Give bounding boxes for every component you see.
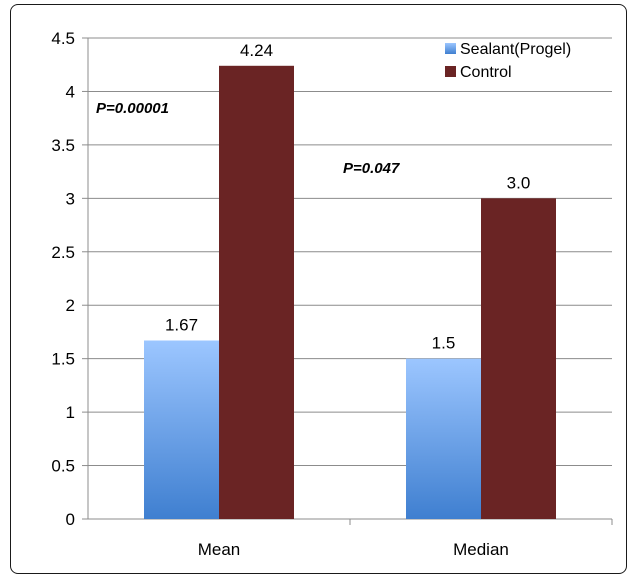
data-label: 1.67 [165,315,198,334]
y-tick-label: 1.5 [51,350,75,369]
legend: Sealant(Progel) Control [445,41,571,81]
bars [144,65,556,520]
p-value-annotation: P=0.00001 [96,100,169,117]
data-labels: 1.67 4.24 1.5 3.0 [165,41,530,353]
y-tick-label: 2 [66,296,75,315]
x-tick-label: Mean [198,540,241,559]
y-tick-label: 4 [66,82,75,101]
p-value-annotation: P=0.047 [343,160,400,177]
data-label: 3.0 [507,173,531,192]
data-label: 1.5 [432,334,456,353]
y-tick-label: 3.5 [51,136,75,155]
annotations: P=0.00001 P=0.047 [96,100,400,177]
y-tick-label: 1 [66,403,75,422]
legend-label: Sealant(Progel) [460,41,571,58]
bar-sealant-median [406,358,481,519]
bar-control-mean [219,65,294,520]
legend-label: Control [460,64,512,81]
axes: 0 0.5 1 1.5 2 2.5 3 3.5 4 4.5 Mean Median [51,29,613,559]
y-tick-label: 0 [66,510,75,529]
legend-swatch [445,43,456,54]
y-tick-label: 4.5 [51,29,75,48]
y-tick-label: 2.5 [51,243,75,262]
data-label: 4.24 [240,41,273,60]
y-tick-label: 3 [66,189,75,208]
bar-sealant-mean [144,340,219,519]
bar-control-median [481,198,556,520]
y-tick-label: 0.5 [51,457,75,476]
legend-swatch [445,66,456,77]
x-tick-label: Median [453,540,509,559]
